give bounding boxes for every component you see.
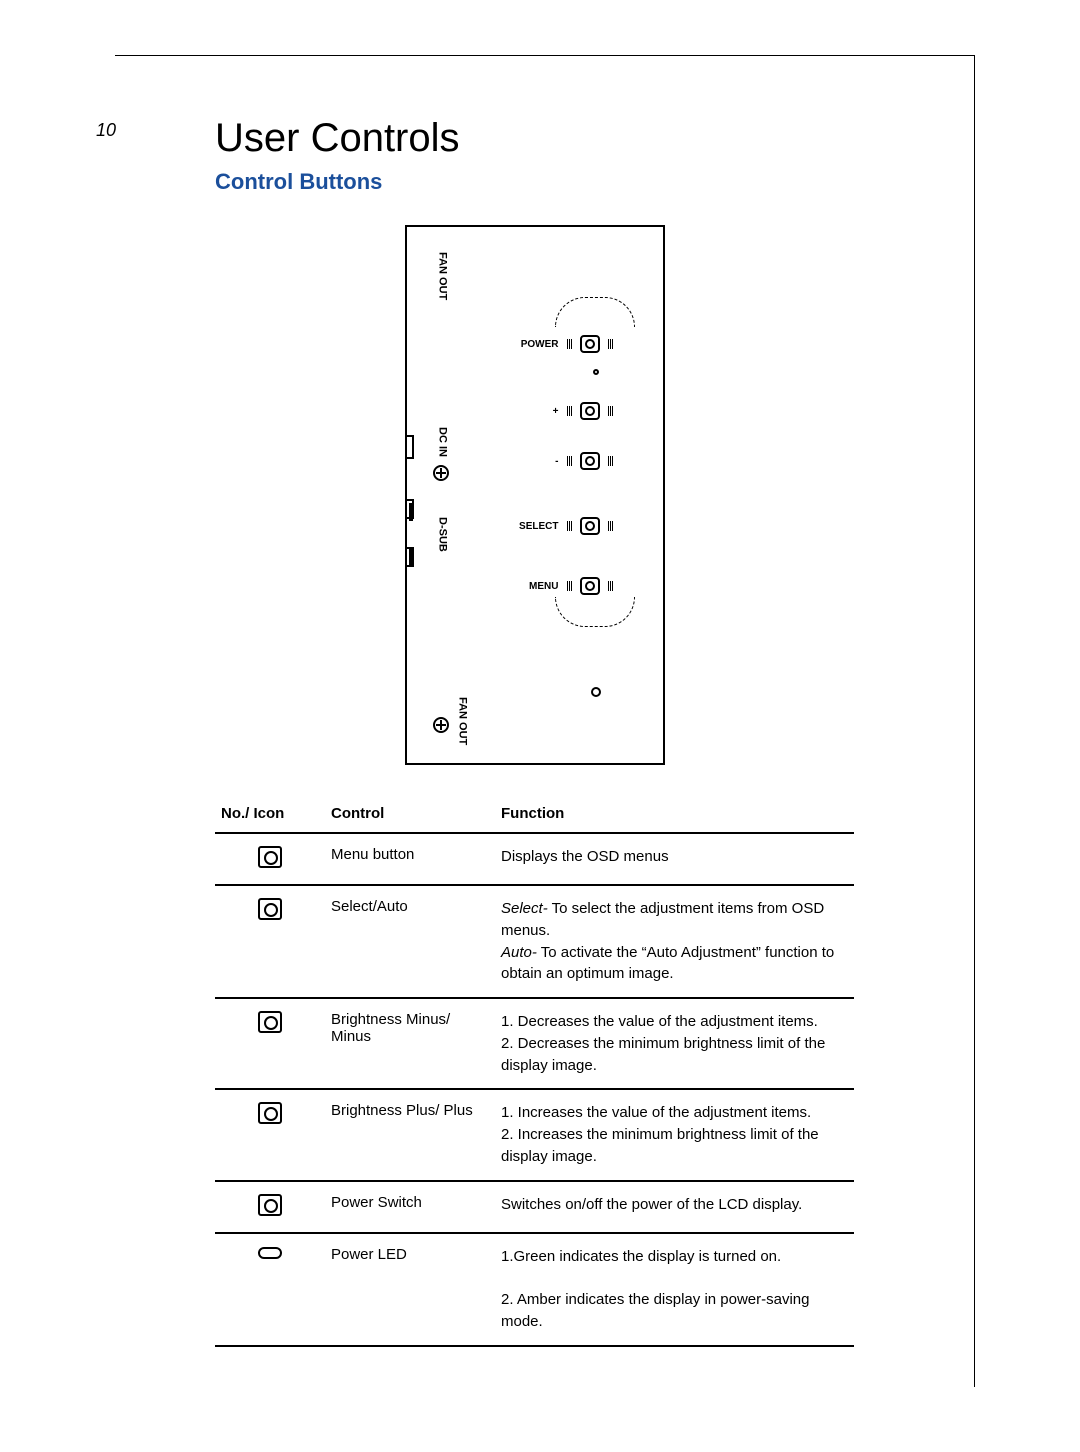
- cell-control: Menu button: [325, 833, 495, 885]
- label-fan-out-top: FAN OUT: [437, 252, 449, 300]
- controls-table: No./ Icon Control Function Menu buttonDi…: [215, 795, 854, 1347]
- diagram-button-menu: MENU: [513, 577, 613, 595]
- screw-icon: [433, 465, 449, 481]
- cell-function: 1.Green indicates the display is turned …: [495, 1233, 854, 1346]
- arch-outline: [555, 297, 635, 327]
- diagram-button-plus: +: [513, 402, 613, 420]
- button-icon: [258, 846, 282, 868]
- cell-icon: [215, 1233, 325, 1346]
- diagram-label-power: POWER: [513, 339, 559, 350]
- cell-function: 1. Increases the value of the adjustment…: [495, 1089, 854, 1180]
- cell-function: Switches on/off the power of the LCD dis…: [495, 1181, 854, 1233]
- cell-icon: [215, 1181, 325, 1233]
- th-icon: No./ Icon: [215, 795, 325, 833]
- cell-icon: [215, 885, 325, 998]
- cell-icon: [215, 1089, 325, 1180]
- diagram-button-power: POWER: [513, 335, 613, 353]
- cell-control: Power Switch: [325, 1181, 495, 1233]
- diagram-label-menu: MENU: [513, 581, 559, 592]
- section-subtitle: Control Buttons: [215, 169, 854, 195]
- arch-outline: [555, 597, 635, 627]
- port-inner-icon: [409, 549, 413, 567]
- label-d-sub: D-SUB: [437, 517, 449, 552]
- page-title: User Controls: [215, 116, 854, 161]
- table-row: Brightness Minus/ Minus1. Decreases the …: [215, 998, 854, 1089]
- port-inner-icon: [409, 503, 413, 521]
- table-row: Select/AutoSelect- To select the adjustm…: [215, 885, 854, 998]
- cell-icon: [215, 833, 325, 885]
- th-function: Function: [495, 795, 854, 833]
- button-icon: [258, 1011, 282, 1033]
- cell-function: 1. Decreases the value of the adjustment…: [495, 998, 854, 1089]
- led-icon: [258, 1247, 282, 1259]
- cell-function: Displays the OSD menus: [495, 833, 854, 885]
- cell-function: Select- To select the adjustment items f…: [495, 885, 854, 998]
- cell-control: Power LED: [325, 1233, 495, 1346]
- diagram-label-minus: -: [513, 456, 559, 467]
- cell-control: Select/Auto: [325, 885, 495, 998]
- screw-icon: [433, 717, 449, 733]
- button-icon: [258, 1194, 282, 1216]
- diagram-label-plus: +: [513, 406, 559, 417]
- port-icon: [407, 435, 414, 459]
- table-row: Power LED1.Green indicates the display i…: [215, 1233, 854, 1346]
- label-fan-out-bottom: FAN OUT: [457, 697, 469, 745]
- diagram-label-select: SELECT: [513, 521, 559, 532]
- label-dc-in: DC IN: [437, 427, 449, 457]
- document-page: User Controls Control Buttons FAN OUT DC…: [115, 55, 975, 1387]
- table-row: Power SwitchSwitches on/off the power of…: [215, 1181, 854, 1233]
- diagram-button-select: SELECT: [513, 517, 613, 535]
- button-icon: [258, 898, 282, 920]
- page-number: 10: [96, 120, 116, 141]
- diagram-indicator-icon: [591, 687, 601, 697]
- table-row: Brightness Plus/ Plus1. Increases the va…: [215, 1089, 854, 1180]
- control-panel-diagram: FAN OUT DC IN D-SUB FAN OUT POWER +: [405, 225, 665, 765]
- table-row: Menu buttonDisplays the OSD menus: [215, 833, 854, 885]
- cell-control: Brightness Plus/ Plus: [325, 1089, 495, 1180]
- th-control: Control: [325, 795, 495, 833]
- control-diagram-container: FAN OUT DC IN D-SUB FAN OUT POWER +: [215, 225, 854, 765]
- cell-control: Brightness Minus/ Minus: [325, 998, 495, 1089]
- diagram-led-indicator: [593, 369, 599, 375]
- cell-icon: [215, 998, 325, 1089]
- diagram-button-minus: -: [513, 452, 613, 470]
- button-icon: [258, 1102, 282, 1124]
